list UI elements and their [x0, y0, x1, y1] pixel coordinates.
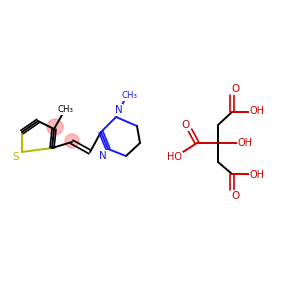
- Text: CH₃: CH₃: [58, 106, 74, 115]
- Text: CH₃: CH₃: [122, 92, 138, 100]
- Text: N: N: [115, 105, 123, 115]
- Text: O: O: [181, 120, 189, 130]
- Circle shape: [47, 119, 63, 135]
- Text: O: O: [232, 191, 240, 201]
- Text: HO: HO: [167, 152, 182, 162]
- Text: O: O: [232, 84, 240, 94]
- Text: N: N: [99, 151, 107, 161]
- Text: OH: OH: [250, 170, 265, 180]
- Text: S: S: [13, 152, 19, 162]
- Text: OH: OH: [250, 106, 265, 116]
- Text: OH: OH: [238, 138, 253, 148]
- Circle shape: [65, 134, 79, 148]
